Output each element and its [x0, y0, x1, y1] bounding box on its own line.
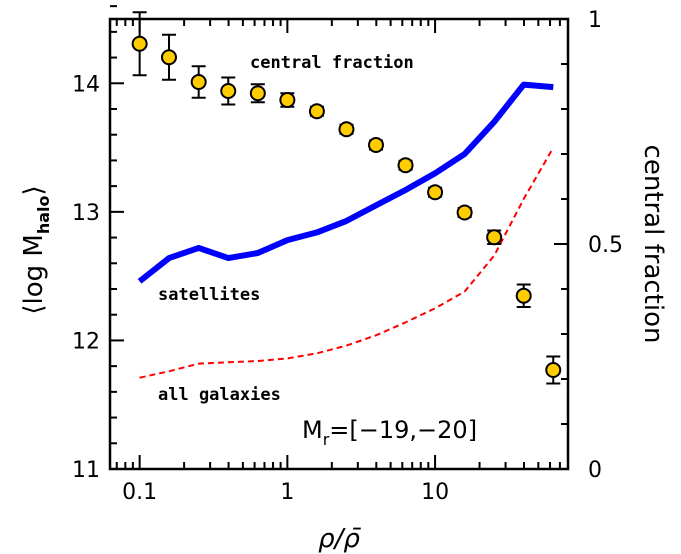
y-tick-label: 13 [72, 201, 100, 226]
data-point [486, 229, 503, 246]
central-fraction-point [249, 83, 266, 104]
y-axis-title-close: ⟩ [19, 185, 49, 195]
all-galaxies-line [139, 147, 555, 379]
central-fraction-point [545, 355, 562, 385]
data-point [279, 92, 296, 108]
y2-tick-label: 0.5 [588, 233, 623, 258]
data-point [308, 103, 325, 120]
y-tick-label: 14 [72, 72, 100, 97]
x-tick-label: 0.1 [122, 480, 157, 505]
data-point [427, 184, 444, 201]
satellites-line [137, 81, 554, 284]
data-point [131, 35, 148, 52]
data-point [190, 74, 207, 90]
central-fraction-point [486, 229, 503, 246]
annotation-satellites: satellites [158, 285, 260, 305]
data-point [249, 85, 266, 102]
central-fraction-point [131, 11, 148, 77]
central-fraction-point [456, 204, 473, 221]
y-tick-label: 11 [72, 458, 100, 483]
y2-tick-label: 1 [588, 8, 602, 33]
central-fraction-point [308, 103, 325, 120]
mr-label-m: M [302, 416, 323, 444]
central-fraction-point [338, 121, 355, 138]
central-fraction-point [427, 184, 444, 201]
central-fraction-point [515, 283, 532, 308]
mr-label: Mr=[−19,−20] [302, 416, 477, 449]
central-fraction-point [279, 92, 296, 108]
y-tick-label: 12 [72, 329, 100, 354]
y2-axis-title: central fraction [638, 145, 668, 344]
y-axis-title-sub: halo [34, 196, 53, 235]
y-axis-title: ⟨log Mhalo⟩ [19, 185, 53, 314]
annotation-central-fraction: central fraction [250, 53, 414, 73]
data-point [220, 83, 237, 99]
data-point [160, 49, 177, 66]
data-point [456, 204, 473, 221]
central-fraction-point [367, 137, 384, 153]
x-tick-label: 1 [280, 480, 294, 505]
data-point [545, 362, 562, 378]
central-fraction-point [220, 76, 237, 106]
data-point [397, 157, 414, 174]
x-tick-label: 10 [421, 480, 449, 505]
central-fraction-point [160, 33, 177, 81]
mr-label-sub: r [323, 430, 330, 449]
data-point [515, 287, 532, 304]
central-fraction-point [397, 157, 414, 174]
y2-tick-label: 0 [588, 458, 602, 483]
mr-label-value: =[−19,−20] [329, 416, 477, 444]
central-fraction-point [190, 65, 207, 99]
data-point [338, 121, 355, 138]
y-axis-title-main: ⟨log M [19, 234, 49, 314]
annotation-all-galaxies: all galaxies [158, 385, 281, 405]
data-point [367, 137, 384, 153]
x-axis-title: ρ/ρ̄ [318, 524, 362, 554]
